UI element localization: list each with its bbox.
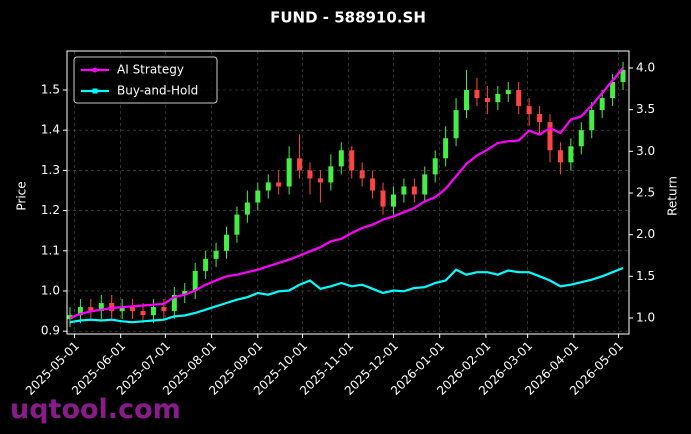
candle-body: [297, 158, 303, 171]
candle-body: [620, 69, 626, 82]
candle-body: [537, 114, 543, 123]
candle-body: [255, 190, 261, 203]
candle-body: [464, 89, 470, 111]
y-axis-label: Price: [15, 181, 29, 210]
return-line: [69, 266, 624, 324]
candle-body: [328, 166, 334, 183]
candle-body: [526, 106, 532, 115]
y2-tick-label: 4.0: [636, 61, 655, 75]
legend-marker: [92, 88, 98, 94]
candle-body: [610, 81, 616, 99]
y2-tick-label: 2.0: [636, 227, 655, 241]
y2-tick-label: 1.0: [636, 311, 655, 325]
candle-body: [234, 214, 240, 235]
watermark: uqtool.com: [10, 394, 181, 425]
y2-tick-label: 3.5: [636, 102, 655, 116]
candle-body: [547, 122, 553, 151]
return-line: [69, 67, 624, 320]
candle-body: [411, 186, 417, 195]
candle-body: [307, 170, 313, 179]
y-tick-label: 1.0: [41, 283, 60, 297]
candle-body: [286, 158, 292, 187]
y-tick-label: 1.2: [41, 203, 60, 217]
candle-body: [213, 250, 219, 259]
candle-body: [484, 98, 490, 103]
candle-body: [119, 307, 125, 312]
candle-body: [161, 307, 167, 312]
legend-marker: [92, 67, 98, 73]
candle-body: [380, 190, 386, 207]
candle-body: [77, 307, 83, 316]
candle-body: [203, 258, 209, 271]
candle-body: [182, 290, 188, 296]
candle-body: [443, 138, 449, 159]
candle-body: [401, 186, 407, 195]
chart-title: FUND - 588910.SH: [270, 9, 426, 27]
candle-body: [192, 270, 198, 291]
y2-axis-label: Return: [666, 176, 680, 216]
plot-frame: [66, 50, 630, 335]
legend-box: [73, 56, 218, 104]
candle-body: [265, 182, 271, 191]
y-tick-label: 1.4: [41, 123, 60, 137]
legend-label: AI Strategy: [117, 63, 184, 77]
candle-body: [359, 170, 365, 179]
candle-body: [88, 307, 94, 312]
candle-body: [349, 150, 355, 171]
candle-body: [150, 307, 156, 316]
y-tick-label: 1.5: [41, 82, 60, 96]
candle-body: [224, 234, 230, 251]
candle-body: [568, 146, 574, 163]
candle-body: [171, 295, 177, 312]
candle-body: [244, 202, 250, 215]
y2-tick-label: 1.5: [636, 269, 655, 283]
candle-body: [453, 110, 459, 139]
candle-body: [495, 94, 501, 103]
candle-body: [98, 303, 104, 312]
candle-body: [557, 150, 563, 163]
candle-body: [276, 182, 282, 187]
y2-tick-label: 3.0: [636, 144, 655, 158]
candle-body: [599, 98, 605, 111]
candle-body: [589, 110, 595, 131]
legend-label: Buy-and-Hold: [117, 84, 198, 98]
y-tick-label: 1.1: [41, 243, 60, 257]
y-tick-label: 0.9: [41, 324, 60, 338]
candle-body: [130, 307, 136, 312]
candle-body: [317, 178, 323, 183]
y2-tick-label: 2.5: [636, 186, 655, 200]
candle-body: [474, 89, 480, 99]
candle-body: [370, 178, 376, 191]
candle-body: [338, 150, 344, 167]
candle-body: [140, 311, 146, 316]
candle-body: [578, 130, 584, 147]
y-tick-label: 1.3: [41, 163, 60, 177]
candle-body: [505, 89, 511, 95]
candle-body: [390, 194, 396, 207]
candle-body: [422, 174, 428, 195]
candle-body: [516, 89, 522, 107]
candle-body: [432, 158, 438, 175]
